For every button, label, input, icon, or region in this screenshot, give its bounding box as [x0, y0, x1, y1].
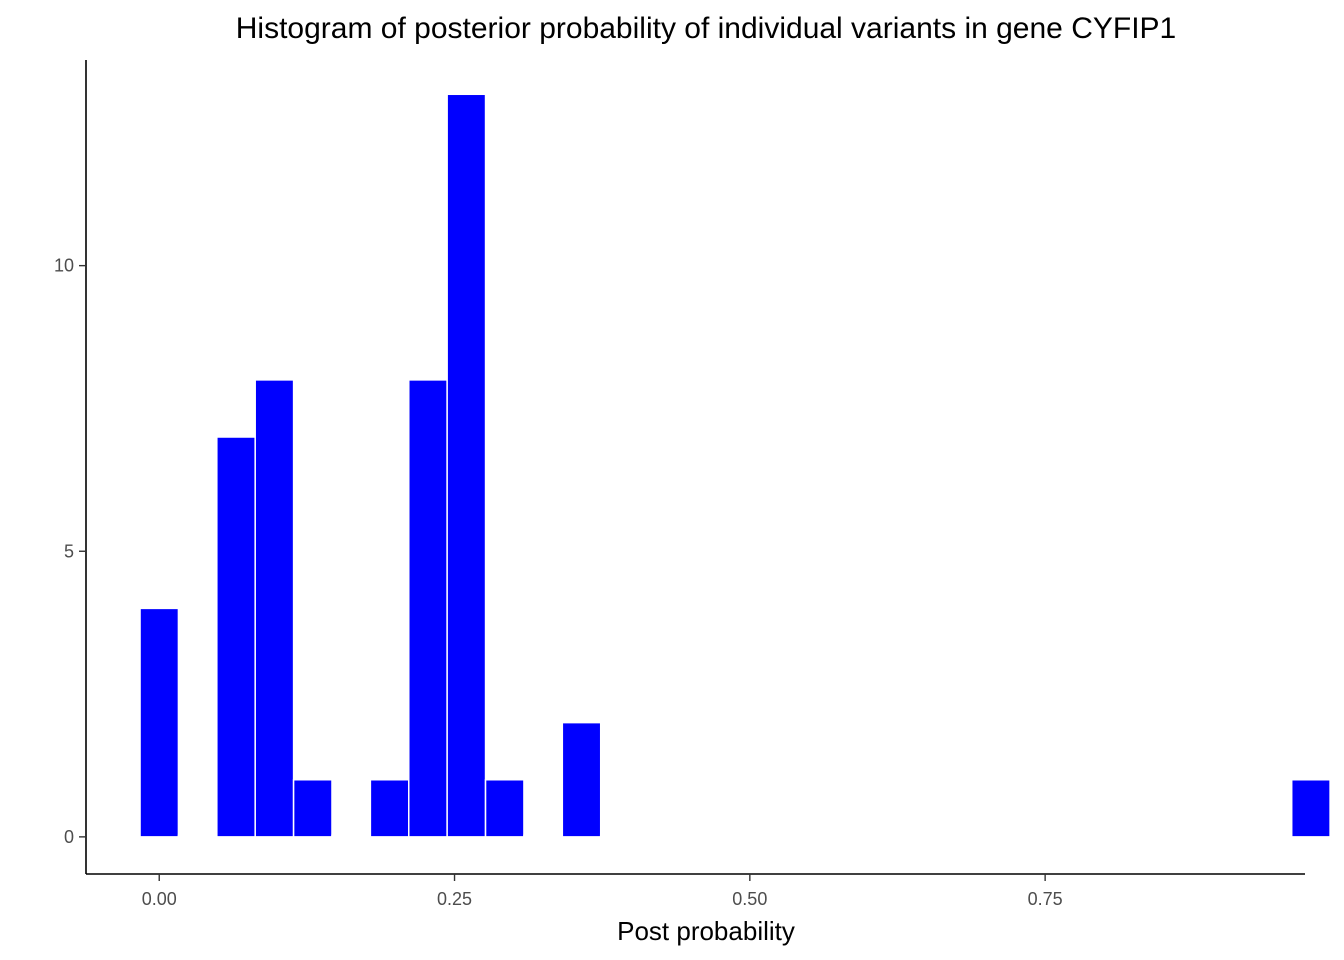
histogram-bar — [177, 834, 218, 838]
histogram-bar — [523, 834, 564, 838]
histogram-bar — [753, 834, 794, 838]
x-axis-ticks: 0.00 0.25 0.50 0.75 — [142, 874, 1063, 909]
histogram-bar — [446, 93, 487, 838]
chart-title: Histogram of posterior probability of in… — [236, 12, 1176, 45]
histogram-bar — [983, 834, 1024, 838]
histogram-bar — [1252, 834, 1293, 838]
histogram-bar — [638, 834, 679, 838]
histogram-bar — [1060, 834, 1101, 838]
histogram-bar — [1022, 834, 1063, 838]
histogram-bar — [599, 834, 640, 838]
histogram-bar — [945, 834, 986, 838]
x-axis-title: Post probability — [617, 916, 795, 946]
histogram-bar — [408, 379, 448, 838]
histogram-bar — [1290, 778, 1331, 838]
x-tick-label: 0.25 — [437, 889, 472, 909]
histogram-bar — [369, 778, 410, 838]
histogram-bar — [216, 436, 256, 838]
histogram-bar — [561, 721, 602, 838]
histogram-bar — [139, 607, 180, 838]
histogram-bar — [1175, 834, 1216, 838]
histogram-bar — [868, 834, 909, 838]
y-axis-ticks: 0 5 10 — [54, 256, 86, 847]
histogram-bar — [1214, 834, 1255, 838]
histogram-bar — [292, 778, 333, 838]
y-tick-label: 10 — [54, 256, 74, 276]
y-tick-label: 0 — [64, 827, 74, 847]
histogram-bar — [1099, 834, 1139, 838]
x-tick-label: 0.00 — [142, 889, 177, 909]
y-tick-label: 5 — [64, 541, 74, 561]
bars-group — [139, 93, 1331, 838]
histogram-bar — [254, 379, 295, 838]
x-tick-label: 0.50 — [732, 889, 767, 909]
histogram-bar — [484, 778, 525, 838]
x-tick-label: 0.75 — [1028, 889, 1063, 909]
histogram-bar — [907, 834, 947, 838]
histogram-bar — [331, 834, 372, 838]
histogram-bar — [1137, 834, 1178, 838]
histogram-bar — [791, 834, 832, 838]
histogram-bar — [676, 834, 717, 838]
